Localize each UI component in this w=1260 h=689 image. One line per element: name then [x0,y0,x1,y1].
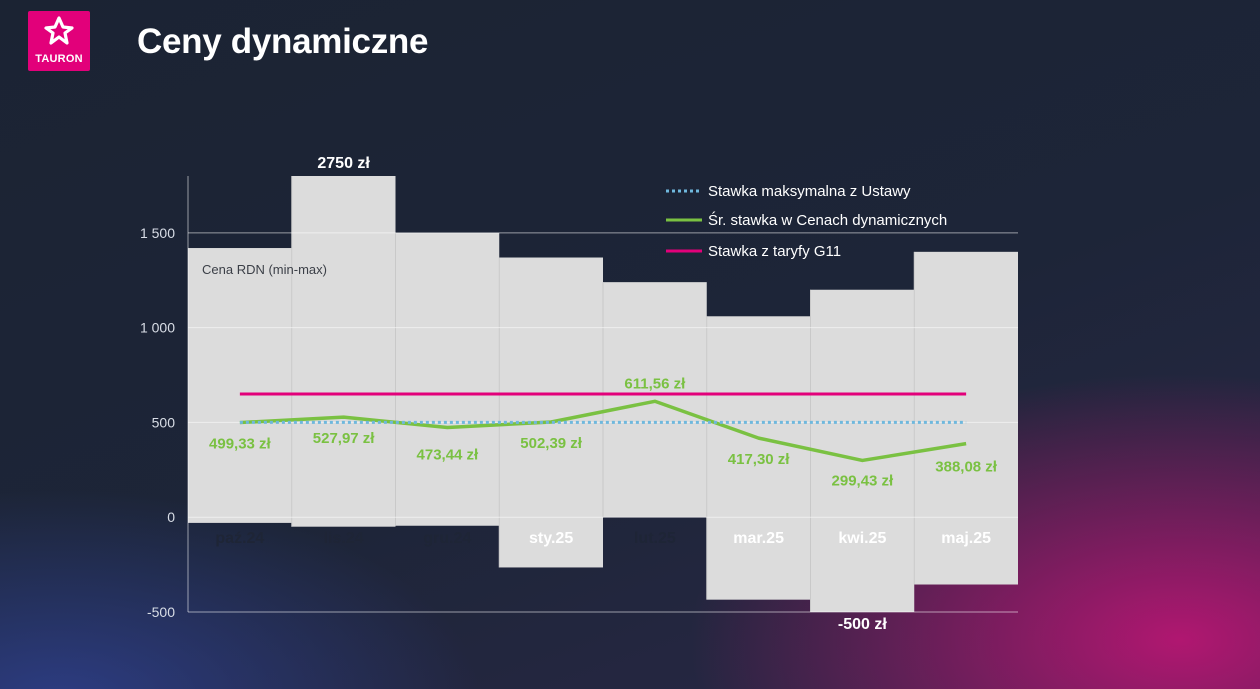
avg-line [239,399,967,463]
category-label: lut.25 [634,530,676,547]
y-tick-label: 0 [167,509,175,525]
range-bar [499,257,603,568]
page-title: Ceny dynamiczne [137,22,429,61]
series-lines [239,392,967,463]
category-label: sty.25 [529,530,573,547]
avg-value-label: 299,43 zł [832,472,895,489]
legend-max-rate-label: Stawka maksymalna z Ustawy [708,183,911,200]
avg-value-label: 502,39 zł [520,435,583,452]
avg-value-label: 473,44 zł [417,446,480,463]
value-labels: Cena RDN (min-max) 499,33 zł 527,97 zł 473,… [202,155,998,633]
avg-value-label: 611,56 zł [624,375,686,392]
range-bar [291,176,396,527]
logo-text: TAURON [35,53,83,65]
max-value-label: 2750 zł [317,155,370,172]
avg-value-label: 527,97 zł [313,430,376,447]
category-label: paź.24 [215,530,264,547]
range-bar [706,316,811,600]
x-axis-categories: paź.24 lis.24 gru.24 sty.25 lut.25 mar.25 kwi.… [215,530,991,547]
y-axis-ticks: 1 500 1 000 500 0 -500 [140,225,175,620]
category-label: mar.25 [733,530,784,547]
legend-avg-rate-label: Śr. stawka w Cenach dynamicznych [708,211,947,229]
legend: Stawka maksymalna z Ustawy Śr. stawka w C… [666,183,947,260]
category-label: kwi.25 [838,530,886,547]
min-value-label: -500 zł [838,616,887,633]
category-label: gru.24 [423,530,471,547]
tauron-logo: TAURON [28,11,90,71]
y-tick-label: 1 000 [140,320,175,336]
y-tick-label: 1 500 [140,225,175,241]
range-bar [914,251,1018,585]
range-caption: Cena RDN (min-max) [202,262,327,277]
y-tick-label: -500 [147,604,175,620]
tauron-logo-icon [44,16,74,45]
grid-lines [187,176,1018,613]
range-bars [188,176,1018,612]
y-tick-label: 500 [152,414,176,430]
category-label: maj.25 [941,530,991,547]
legend-g11-rate-label: Stawka z taryfy G11 [708,243,841,260]
category-label: lis.24 [324,530,364,547]
avg-value-label: 388,08 zł [935,459,998,476]
avg-value-label: 417,30 zł [728,451,791,468]
range-bar [810,289,915,612]
range-bar [395,232,500,526]
range-bar [188,248,292,523]
avg-value-label: 499,33 zł [209,436,272,453]
